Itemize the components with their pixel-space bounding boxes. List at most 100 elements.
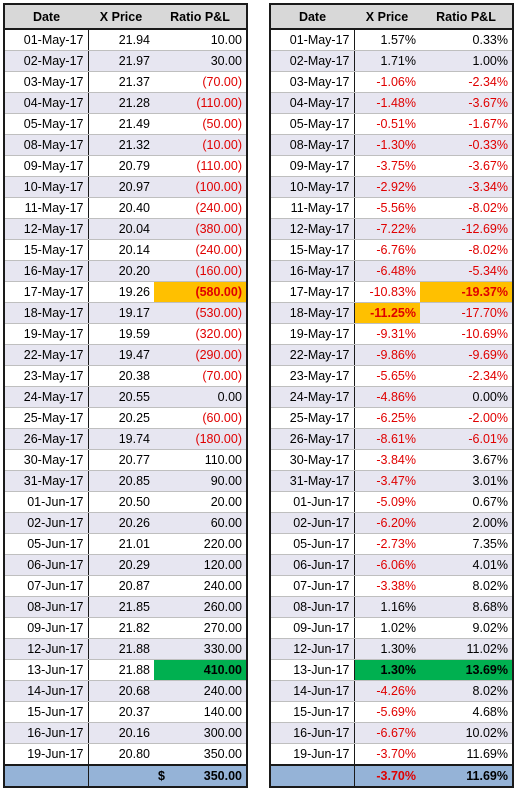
x-price-cell: 20.85 (88, 470, 154, 492)
date-cell: 31-May-17 (270, 470, 355, 492)
table-row: 09-May-17 -3.75% -3.67% (270, 155, 513, 177)
x-price-cell: 19.26 (88, 281, 154, 303)
x-price-cell: -5.65% (354, 365, 420, 387)
date-cell: 19-May-17 (270, 323, 355, 345)
ratio-pnl-cell: 10.00 (154, 29, 247, 51)
total-empty-cell (4, 764, 89, 787)
x-price-cell: -2.73% (354, 533, 420, 555)
table-row: 10-May-17 20.97 (100.00) (4, 176, 247, 198)
ratio-pnl-cell: 11.69% (420, 743, 513, 766)
x-price-cell: -5.09% (354, 491, 420, 513)
x-price-cell: 21.85 (88, 596, 154, 618)
table-row: 23-May-17 20.38 (70.00) (4, 365, 247, 387)
x-price-cell: -1.48% (354, 92, 420, 114)
date-cell: 06-Jun-17 (4, 554, 89, 576)
ratio-pnl-cell: (290.00) (154, 344, 247, 366)
x-price-cell: -6.06% (354, 554, 420, 576)
date-cell: 17-May-17 (270, 281, 355, 303)
date-cell: 13-Jun-17 (270, 659, 355, 681)
x-price-cell: -2.92% (354, 176, 420, 198)
ratio-pnl-cell: (240.00) (154, 197, 247, 219)
x-price-cell: -3.70% (354, 743, 420, 766)
ratio-pnl-cell: (180.00) (154, 428, 247, 450)
header-x-price: X Price (88, 4, 154, 30)
ratio-pnl-cell: (580.00) (154, 281, 247, 303)
table-row: 15-May-17 20.14 (240.00) (4, 239, 247, 261)
date-cell: 02-May-17 (270, 50, 355, 72)
x-price-cell: -6.25% (354, 407, 420, 429)
table-row: 08-Jun-17 1.16% 8.68% (270, 596, 513, 618)
table-row: 16-Jun-17 -6.67% 10.02% (270, 722, 513, 744)
x-price-cell: 1.57% (354, 29, 420, 51)
ratio-pnl-cell: (320.00) (154, 323, 247, 345)
date-cell: 01-May-17 (270, 29, 355, 51)
x-price-cell: -9.31% (354, 323, 420, 345)
total-pnl-value: 350.00 (203, 769, 242, 783)
ratio-pnl-cell: 0.00% (420, 386, 513, 408)
ratio-pnl-cell: (160.00) (154, 260, 247, 282)
ratio-pnl-cell: 20.00 (154, 491, 247, 513)
total-pnl-cell: $ 350.00 (154, 764, 247, 787)
ratio-pnl-cell: 8.68% (420, 596, 513, 618)
table-row: 19-May-17 -9.31% -10.69% (270, 323, 513, 345)
x-price-cell: 20.68 (88, 680, 154, 702)
x-price-cell: 1.30% (354, 659, 420, 681)
date-cell: 26-May-17 (4, 428, 89, 450)
table-row: 26-May-17 19.74 (180.00) (4, 428, 247, 450)
table-row: 17-May-17 -10.83% -19.37% (270, 281, 513, 303)
x-price-cell: -3.47% (354, 470, 420, 492)
table-row: 14-Jun-17 20.68 240.00 (4, 680, 247, 702)
header-ratio-pnl: Ratio P&L (420, 4, 513, 30)
table-row: 01-May-17 1.57% 0.33% (270, 29, 513, 51)
ratio-pnl-cell: 0.67% (420, 491, 513, 513)
header-row: Date X Price Ratio P&L (270, 4, 513, 30)
table-row: 30-May-17 20.77 110.00 (4, 449, 247, 471)
date-cell: 07-Jun-17 (270, 575, 355, 597)
date-cell: 01-Jun-17 (270, 491, 355, 513)
x-price-cell: 21.37 (88, 71, 154, 93)
table-row: 15-Jun-17 -5.69% 4.68% (270, 701, 513, 723)
table-row: 26-May-17 -8.61% -6.01% (270, 428, 513, 450)
x-price-cell: 20.87 (88, 575, 154, 597)
date-cell: 22-May-17 (4, 344, 89, 366)
x-price-cell: -10.83% (354, 281, 420, 303)
ratio-pnl-cell: -8.02% (420, 197, 513, 219)
date-cell: 23-May-17 (4, 365, 89, 387)
table-row: 22-May-17 19.47 (290.00) (4, 344, 247, 366)
ratio-pnl-cell: 3.01% (420, 470, 513, 492)
table-row: 08-May-17 21.32 (10.00) (4, 134, 247, 156)
date-cell: 12-Jun-17 (4, 638, 89, 660)
x-price-cell: -0.51% (354, 113, 420, 135)
date-cell: 05-Jun-17 (270, 533, 355, 555)
date-cell: 05-May-17 (270, 113, 355, 135)
x-price-cell: -5.56% (354, 197, 420, 219)
x-price-cell: -6.48% (354, 260, 420, 282)
table-row: 13-Jun-17 21.88 410.00 (4, 659, 247, 681)
ratio-pnl-cell: (530.00) (154, 302, 247, 324)
date-cell: 08-May-17 (4, 134, 89, 156)
date-cell: 25-May-17 (270, 407, 355, 429)
date-cell: 25-May-17 (4, 407, 89, 429)
x-price-cell: 21.94 (88, 29, 154, 51)
date-cell: 12-Jun-17 (270, 638, 355, 660)
ratio-pnl-cell: 7.35% (420, 533, 513, 555)
x-price-cell: -8.61% (354, 428, 420, 450)
date-cell: 19-May-17 (4, 323, 89, 345)
x-price-cell: 21.97 (88, 50, 154, 72)
table-row: 01-Jun-17 -5.09% 0.67% (270, 491, 513, 513)
table-row: 06-Jun-17 -6.06% 4.01% (270, 554, 513, 576)
x-price-cell: 21.88 (88, 659, 154, 681)
x-price-cell: 19.17 (88, 302, 154, 324)
x-price-cell: 20.38 (88, 365, 154, 387)
ratio-pnl-cell: 300.00 (154, 722, 247, 744)
table-row: 31-May-17 -3.47% 3.01% (270, 470, 513, 492)
table-row: 02-May-17 1.71% 1.00% (270, 50, 513, 72)
table-row: 16-Jun-17 20.16 300.00 (4, 722, 247, 744)
date-cell: 23-May-17 (270, 365, 355, 387)
date-cell: 02-Jun-17 (4, 512, 89, 534)
ratio-pnl-cell: 11.02% (420, 638, 513, 660)
table-row: 03-May-17 21.37 (70.00) (4, 71, 247, 93)
ratio-pnl-cell: (10.00) (154, 134, 247, 156)
table-row: 05-Jun-17 21.01 220.00 (4, 533, 247, 555)
x-price-cell: -6.20% (354, 512, 420, 534)
